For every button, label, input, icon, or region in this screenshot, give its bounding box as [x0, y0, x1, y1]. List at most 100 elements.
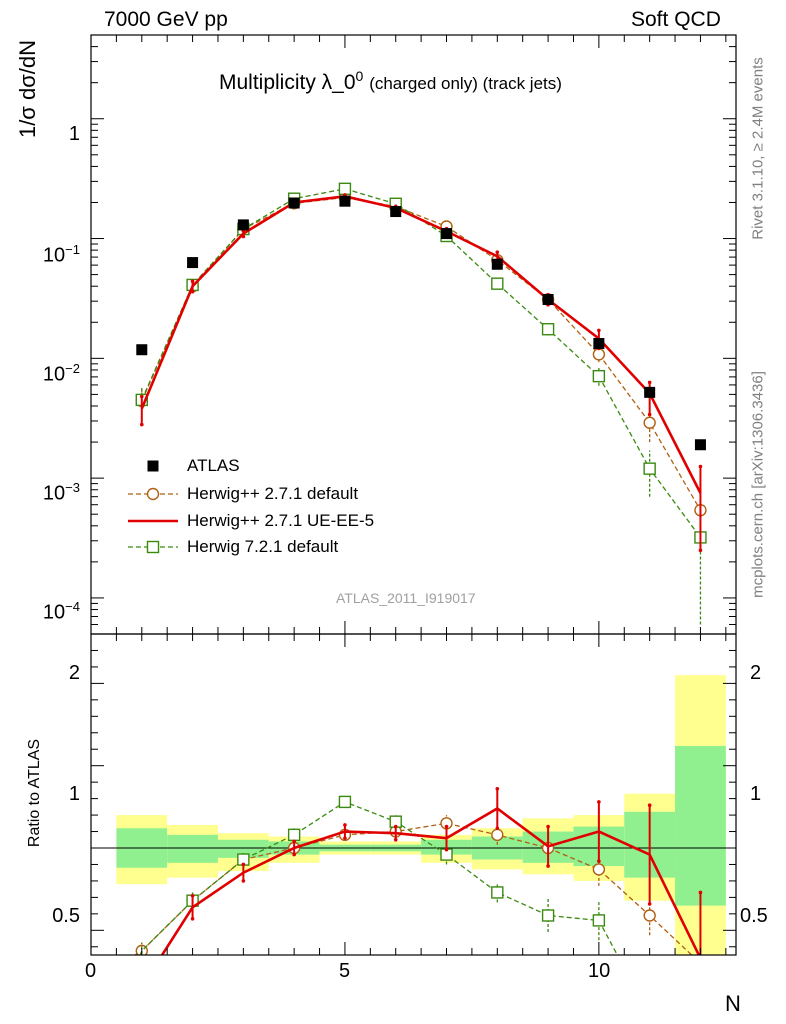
xlabel: N — [725, 991, 741, 1016]
ratio-errcap-hi-ueee5-2 — [190, 893, 195, 898]
ratio-errcap-lo-ueee5-7 — [444, 847, 449, 852]
main-point-data-2 — [187, 257, 199, 269]
main-point-h721-11 — [643, 462, 656, 475]
main-point-data-1 — [136, 344, 148, 356]
category-label: Soft QCD — [631, 8, 721, 31]
ratio-point-h721-4 — [287, 828, 301, 842]
main-point-default27-10 — [592, 348, 606, 361]
ratio-errcap-lo-ueee5-8 — [495, 826, 500, 831]
main-errcap-hi-ueee5-8 — [495, 250, 500, 254]
axis-ticks — [90, 34, 736, 955]
main-errcap-hi-ueee5-10 — [597, 328, 601, 333]
ratio-ylabel: Ratio to ATLAS — [26, 738, 43, 848]
ratio-line-ueee5 — [161, 806, 701, 955]
xtick-label-10: 10 — [588, 960, 611, 982]
xtick-label-5: 5 — [339, 960, 351, 982]
ratio-errcap-lo-ueee5-10 — [597, 859, 601, 863]
main-point-h721-8 — [491, 277, 504, 290]
ratio-errcap-hi-ueee5-9 — [546, 824, 550, 829]
ratio-errcap-hi-ueee5-5 — [343, 823, 347, 827]
legend-symbol-default27 — [146, 487, 160, 501]
ratio-frame — [90, 633, 737, 956]
main-point-data-7 — [441, 228, 453, 240]
chart-title-main: Multiplicity λ_0 — [219, 71, 356, 94]
ratio-errcap-hi-ueee5-4 — [292, 839, 296, 844]
legend-symbol-h721 — [146, 540, 160, 554]
ratio-ytick-label-2-right: 2 — [750, 662, 762, 684]
ratio-series — [133, 786, 703, 955]
main-errcap-lo-ueee5-2 — [190, 289, 195, 294]
energy-label: 7000 GeV pp — [104, 8, 228, 31]
legend-label-h721: Herwig 7.2.1 default — [187, 537, 339, 556]
ytick-label-1: 1 — [68, 123, 80, 145]
mcplots-label: mcplots.cern.ch [arXiv:1306.3436] — [749, 371, 767, 598]
band-green-1 — [167, 834, 218, 863]
chart-title-sup: 0 — [355, 68, 364, 84]
ratio-bands — [116, 675, 726, 955]
ratio-errcap-lo-ueee5-2 — [190, 916, 195, 921]
main-errcap-hi-ueee5-2 — [190, 279, 195, 284]
ratio-point-default27-8 — [491, 828, 504, 842]
ratio-errcap-hi-ueee5-7 — [444, 824, 449, 829]
main-line-default27 — [141, 196, 702, 511]
ratio-errcap-lo-ueee5-11 — [647, 902, 652, 906]
legend-symbol-data — [147, 460, 159, 472]
main-point-default27-11 — [643, 416, 656, 429]
legend — [128, 460, 178, 554]
ytick-label-0.001: 10−3 — [42, 480, 80, 505]
ratio-point-h721-9 — [541, 909, 555, 922]
main-point-data-9 — [542, 293, 554, 305]
ratio-errcap-lo-ueee5-6 — [393, 837, 398, 842]
ratio-errcap-lo-ueee5-4 — [292, 852, 296, 857]
main-errcap-lo-ueee5-11 — [647, 412, 652, 417]
ratio-errcap-hi-ueee5-6 — [393, 824, 398, 829]
legend-label-default27: Herwig++ 2.7.1 default — [187, 484, 359, 503]
ratio-errcap-hi-ueee5-8 — [495, 786, 500, 791]
ratio-point-default27-11 — [643, 909, 656, 922]
main-point-h721-10 — [592, 369, 606, 383]
main-point-data-5 — [339, 195, 351, 207]
ratio-point-h721-10 — [592, 914, 606, 927]
ratio-errcap-hi-ueee5-3 — [241, 862, 246, 867]
ytick-label-0.01: 10−2 — [42, 361, 80, 386]
main-errcap-lo-ueee5-1 — [139, 422, 144, 427]
main-point-data-10 — [593, 337, 605, 349]
ratio-errcap-lo-ueee5-3 — [241, 879, 246, 883]
main-point-data-3 — [237, 219, 249, 231]
ytick-label-0.1: 10−1 — [42, 242, 80, 267]
legend-label-ueee5: Herwig++ 2.7.1 UE-EE-5 — [187, 511, 375, 530]
ratio-errcap-lo-ueee5-9 — [546, 864, 550, 868]
main-series — [135, 182, 707, 625]
ratio-line-h721 — [139, 801, 619, 955]
ratio-ytick-label-1: 1 — [68, 783, 80, 805]
rivet-label: Rivet 3.1.10, ≥ 2.4M events — [749, 57, 767, 240]
chart-title-rest: (charged only) (track jets) — [369, 74, 562, 93]
analysis-id: ATLAS_2011_I919017 — [336, 590, 476, 606]
ratio-errcap-hi-ueee5-11 — [647, 803, 652, 807]
chart-title: Multiplicity λ_00 (charged only) (track … — [219, 68, 562, 95]
band-green-11 — [675, 745, 726, 906]
main-errcap-hi-ueee5-12 — [698, 464, 703, 469]
main-errcap-lo-ueee5-3 — [241, 234, 246, 239]
main-point-h721-5 — [338, 182, 352, 196]
main-point-data-4 — [288, 197, 300, 209]
ratio-ytick-label-2: 2 — [68, 662, 80, 684]
main-errcap-hi-ueee5-11 — [647, 380, 652, 385]
ratio-errcap-hi-ueee5-10 — [597, 800, 601, 804]
main-point-data-6 — [390, 206, 402, 218]
ratio-ytick-label-0.5: 0.5 — [52, 905, 80, 927]
ratio-point-h721-8 — [491, 886, 504, 899]
ratio-point-default27-10 — [592, 863, 606, 876]
main-point-data-11 — [644, 386, 656, 398]
main-point-data-12 — [694, 439, 706, 451]
ratio-ytick-label-1-right: 1 — [750, 783, 762, 805]
ratio-point-h721-5 — [338, 795, 352, 809]
ratio-errcap-hi-ueee5-12 — [698, 890, 703, 895]
main-errcap-lo-ueee5-12 — [698, 548, 703, 553]
ytick-label-0.0001: 10−4 — [42, 599, 80, 624]
xtick-label-0: 0 — [85, 960, 97, 982]
ratio-errcap-lo-ueee5-5 — [343, 836, 347, 840]
main-line-ueee5 — [140, 195, 702, 494]
main-errcap-hi-ueee5-1 — [139, 394, 144, 399]
